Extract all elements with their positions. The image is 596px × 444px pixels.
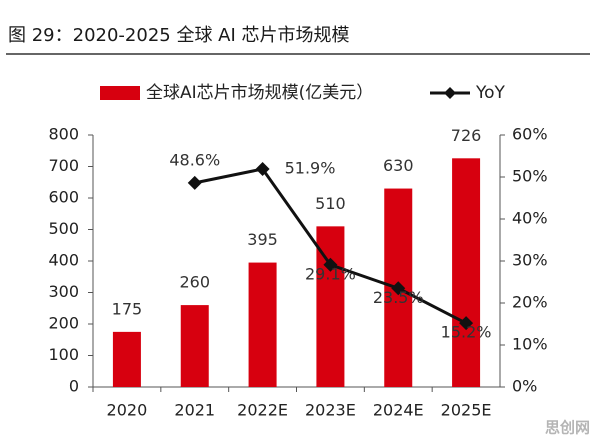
line-value-label: 23.5% xyxy=(373,288,424,307)
bar xyxy=(248,262,277,387)
line-marker xyxy=(459,316,474,331)
bar-value-label: 630 xyxy=(383,156,414,175)
y-tick-label: 700 xyxy=(48,156,79,175)
y2-tick-label: 50% xyxy=(512,167,548,186)
y-tick-label: 500 xyxy=(48,219,79,238)
watermark: 思创网 xyxy=(545,419,590,437)
y-tick-label: 0 xyxy=(69,377,79,396)
y2-tick-label: 10% xyxy=(512,335,548,354)
line-marker xyxy=(323,257,338,272)
x-tick-label: 2020 xyxy=(107,401,148,420)
y-tick-label: 300 xyxy=(48,282,79,301)
bar xyxy=(112,331,141,387)
chart-title: 图 29：2020-2025 全球 AI 芯片市场规模 xyxy=(8,25,350,46)
y-tick-label: 800 xyxy=(48,125,79,144)
line-marker xyxy=(255,162,270,177)
y-tick-label: 200 xyxy=(48,314,79,333)
bar xyxy=(452,158,481,387)
bar-value-label: 175 xyxy=(112,299,143,318)
bar-value-label: 260 xyxy=(179,273,210,292)
y2-tick-label: 0% xyxy=(512,377,537,396)
y2-tick-label: 40% xyxy=(512,209,548,228)
y-tick-label: 400 xyxy=(48,251,79,270)
line-value-label: 15.2% xyxy=(441,323,492,342)
x-tick-label: 2021 xyxy=(174,401,215,420)
line-marker xyxy=(391,281,406,296)
y2-tick-label: 60% xyxy=(512,125,548,144)
x-tick-label: 2023E xyxy=(305,401,356,420)
legend-swatch xyxy=(100,86,140,100)
bar-value-label: 395 xyxy=(247,230,278,249)
bar-value-label: 510 xyxy=(315,194,346,213)
line-value-label: 51.9% xyxy=(285,159,336,178)
bar-value-label: 726 xyxy=(451,126,482,145)
bar xyxy=(180,305,209,387)
line-marker xyxy=(187,175,202,190)
line-value-label: 48.6% xyxy=(169,150,220,169)
line-value-label: 29.1% xyxy=(305,264,356,283)
x-tick-label: 2025E xyxy=(441,401,492,420)
y-tick-label: 100 xyxy=(48,345,79,364)
y2-tick-label: 30% xyxy=(512,251,548,270)
x-tick-label: 2022E xyxy=(237,401,288,420)
y-tick-label: 600 xyxy=(48,188,79,207)
legend-label: 全球AI芯片市场规模(亿美元） xyxy=(146,83,373,103)
x-tick-label: 2024E xyxy=(373,401,424,420)
legend-swatch-marker xyxy=(444,87,456,99)
legend-label: YoY xyxy=(475,83,506,103)
y2-tick-label: 20% xyxy=(512,293,548,312)
